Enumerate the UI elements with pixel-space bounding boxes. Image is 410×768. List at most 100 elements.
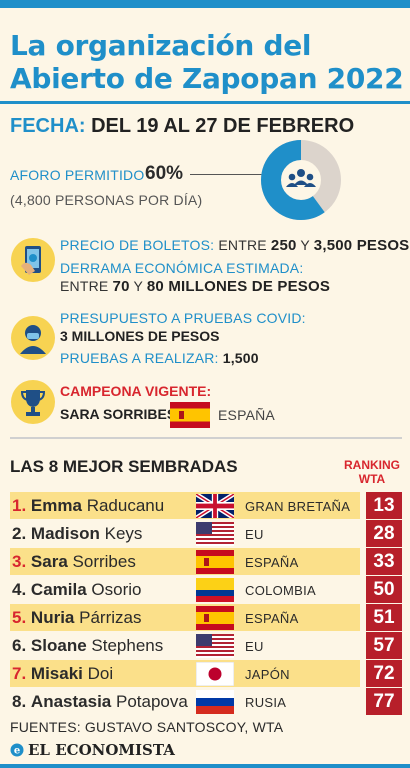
sources-note: FUENTES: GUSTAVO SANTOSCOY, WTA (10, 719, 284, 735)
bottom-stripe (0, 764, 410, 768)
wta-rank: 28 (366, 520, 402, 547)
wta-rank: 33 (366, 548, 402, 575)
uk-flag (196, 494, 234, 518)
aforo-detail: (4,800 PERSONAS POR DÍA) (10, 192, 203, 208)
player-first-name: Camila (30, 580, 87, 599)
derrama-label: DERRAMA ECONÓMICA ESTIMADA: (60, 260, 304, 276)
seed-number: 5. (12, 608, 27, 627)
campeona-label: CAMPEONA VIGENTE: (60, 383, 212, 399)
seed-number: 4. (12, 580, 27, 599)
derrama-line: ENTRE 70 Y 80 MILLONES DE PESOS (60, 278, 330, 295)
boletos-y: Y (300, 237, 310, 253)
russia-flag (196, 690, 234, 714)
table-row: 8. Anastasia Potapova RUSIA 77 (10, 688, 402, 715)
derrama-entre: ENTRE (60, 278, 109, 294)
boletos-max: 3,500 PESOS (313, 237, 410, 254)
player-name: 3. Sara Sorribes (12, 552, 136, 572)
ranking-header-line1: RANKING (344, 458, 400, 472)
derrama-y: Y (133, 278, 143, 294)
top-stripe (0, 0, 410, 8)
seed-number: 2. (12, 524, 27, 543)
player-last-name: Párrizas (79, 608, 142, 627)
player-first-name: Sloane (30, 636, 87, 655)
seed-number: 8. (12, 692, 27, 711)
seed-number: 7. (12, 664, 27, 683)
player-name: 8. Anastasia Potapova (12, 692, 188, 712)
table-row: 5. Nuria Párrizas ESPAÑA 51 (10, 604, 402, 631)
row-bar (10, 548, 360, 575)
player-name: 4. Camila Osorio (12, 580, 141, 600)
campeona-country: ESPAÑA (218, 407, 275, 423)
seed-number: 3. (12, 552, 27, 571)
campeona-name: SARA SORRIBES (60, 406, 177, 422)
trophy-icon (11, 380, 55, 424)
derrama-min: 70 (112, 278, 130, 295)
row-bar (10, 492, 360, 519)
player-first-name: Anastasia (30, 692, 112, 711)
table-row: 3. Sara Sorribes ESPAÑA 33 (10, 548, 402, 575)
pruebas-value: 1,500 (222, 350, 259, 366)
boletos-label: PRECIO DE BOLETOS: (60, 237, 215, 253)
player-last-name: Stephens (91, 636, 164, 655)
people-group-icon (286, 169, 316, 187)
wta-rank: 57 (366, 632, 402, 659)
player-last-name: Keys (104, 524, 143, 543)
table-row: 1. Emma Raducanu GRAN BRETAÑA 13 (10, 492, 402, 519)
player-first-name: Nuria (30, 608, 75, 627)
player-country: ESPAÑA (245, 555, 299, 570)
table-row: 2. Madison Keys EU 28 (10, 520, 402, 547)
masked-person-icon (11, 316, 55, 360)
pruebas-label: PRUEBAS A REALIZAR: (60, 350, 219, 366)
wta-rank: 51 (366, 604, 402, 631)
player-last-name: Potapova (115, 692, 188, 711)
section-divider (10, 437, 402, 439)
wta-rank: 77 (366, 688, 402, 715)
seeds-title: LAS 8 MEJOR SEMBRADAS (10, 457, 238, 476)
table-row: 6. Sloane Stephens EU 57 (10, 632, 402, 659)
us-flag (196, 522, 234, 546)
donut-arc-permitido (261, 140, 341, 220)
aforo-label: AFORO PERMITIDO (10, 167, 145, 183)
player-country: GRAN BRETAÑA (245, 499, 351, 514)
spain-flag (196, 606, 234, 630)
player-country: COLOMBIA (245, 583, 317, 598)
player-country: RUSIA (245, 695, 287, 710)
aforo-connector (190, 174, 266, 175)
svg-text:e: e (14, 746, 20, 757)
player-first-name: Madison (30, 524, 100, 543)
player-first-name: Emma (30, 496, 82, 515)
title-divider (0, 101, 410, 104)
player-country: ESPAÑA (245, 611, 299, 626)
spain-flag (196, 550, 234, 574)
player-last-name: Doi (87, 664, 114, 683)
aforo-donut-chart (261, 140, 341, 220)
covid-value: 3 MILLONES DE PESOS (60, 328, 220, 344)
player-name: 7. Misaki Doi (12, 664, 113, 684)
ranking-header-line2: WTA (358, 472, 386, 486)
table-row: 4. Camila Osorio COLOMBIA 50 (10, 576, 402, 603)
wta-rank: 72 (366, 660, 402, 687)
player-first-name: Misaki (30, 664, 83, 683)
wta-rank: 13 (366, 492, 402, 519)
spain-flag (170, 402, 210, 428)
player-last-name: Raducanu (86, 496, 165, 515)
wta-rank: 50 (366, 576, 402, 603)
player-last-name: Osorio (91, 580, 142, 599)
boletos-min: 250 (270, 237, 297, 254)
us-flag (196, 634, 234, 658)
seed-number: 1. (12, 496, 27, 515)
player-country: EU (245, 639, 264, 654)
player-name: 5. Nuria Párrizas (12, 608, 141, 628)
japan-flag (196, 662, 234, 686)
row-bar (10, 660, 360, 687)
seed-number: 6. (12, 636, 27, 655)
player-first-name: Sara (30, 552, 68, 571)
player-country: EU (245, 527, 264, 542)
phone-icon (11, 238, 55, 282)
row-bar (10, 604, 360, 631)
boletos-line: PRECIO DE BOLETOS: ENTRE 250 Y 3,500 PES… (60, 237, 409, 254)
boletos-entre: ENTRE (218, 237, 267, 253)
aforo-percent: 60% (145, 163, 184, 184)
player-name: 1. Emma Raducanu (12, 496, 164, 516)
ranking-header: RANKING WTA (344, 458, 400, 486)
